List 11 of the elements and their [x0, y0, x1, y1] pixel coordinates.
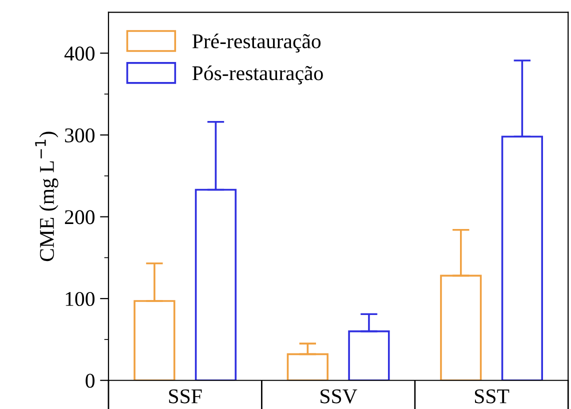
y-tick-label: 300 — [65, 128, 94, 142]
y-tick-label: 0 — [86, 374, 94, 388]
legend-label: Pós-restauração — [192, 66, 323, 84]
y-axis-title: CME (mg L$^{−1}$) — [35, 132, 58, 262]
legend-label: Pré-restauração — [192, 34, 321, 53]
x-tick-label: SST — [474, 389, 510, 404]
y-tick-label: 400 — [64, 46, 94, 61]
x-tick-label: SSV — [320, 389, 358, 404]
y-tick-label: 100 — [66, 292, 94, 306]
y-tick-label: 200 — [64, 210, 94, 224]
x-tick-label: SSF — [169, 389, 202, 404]
